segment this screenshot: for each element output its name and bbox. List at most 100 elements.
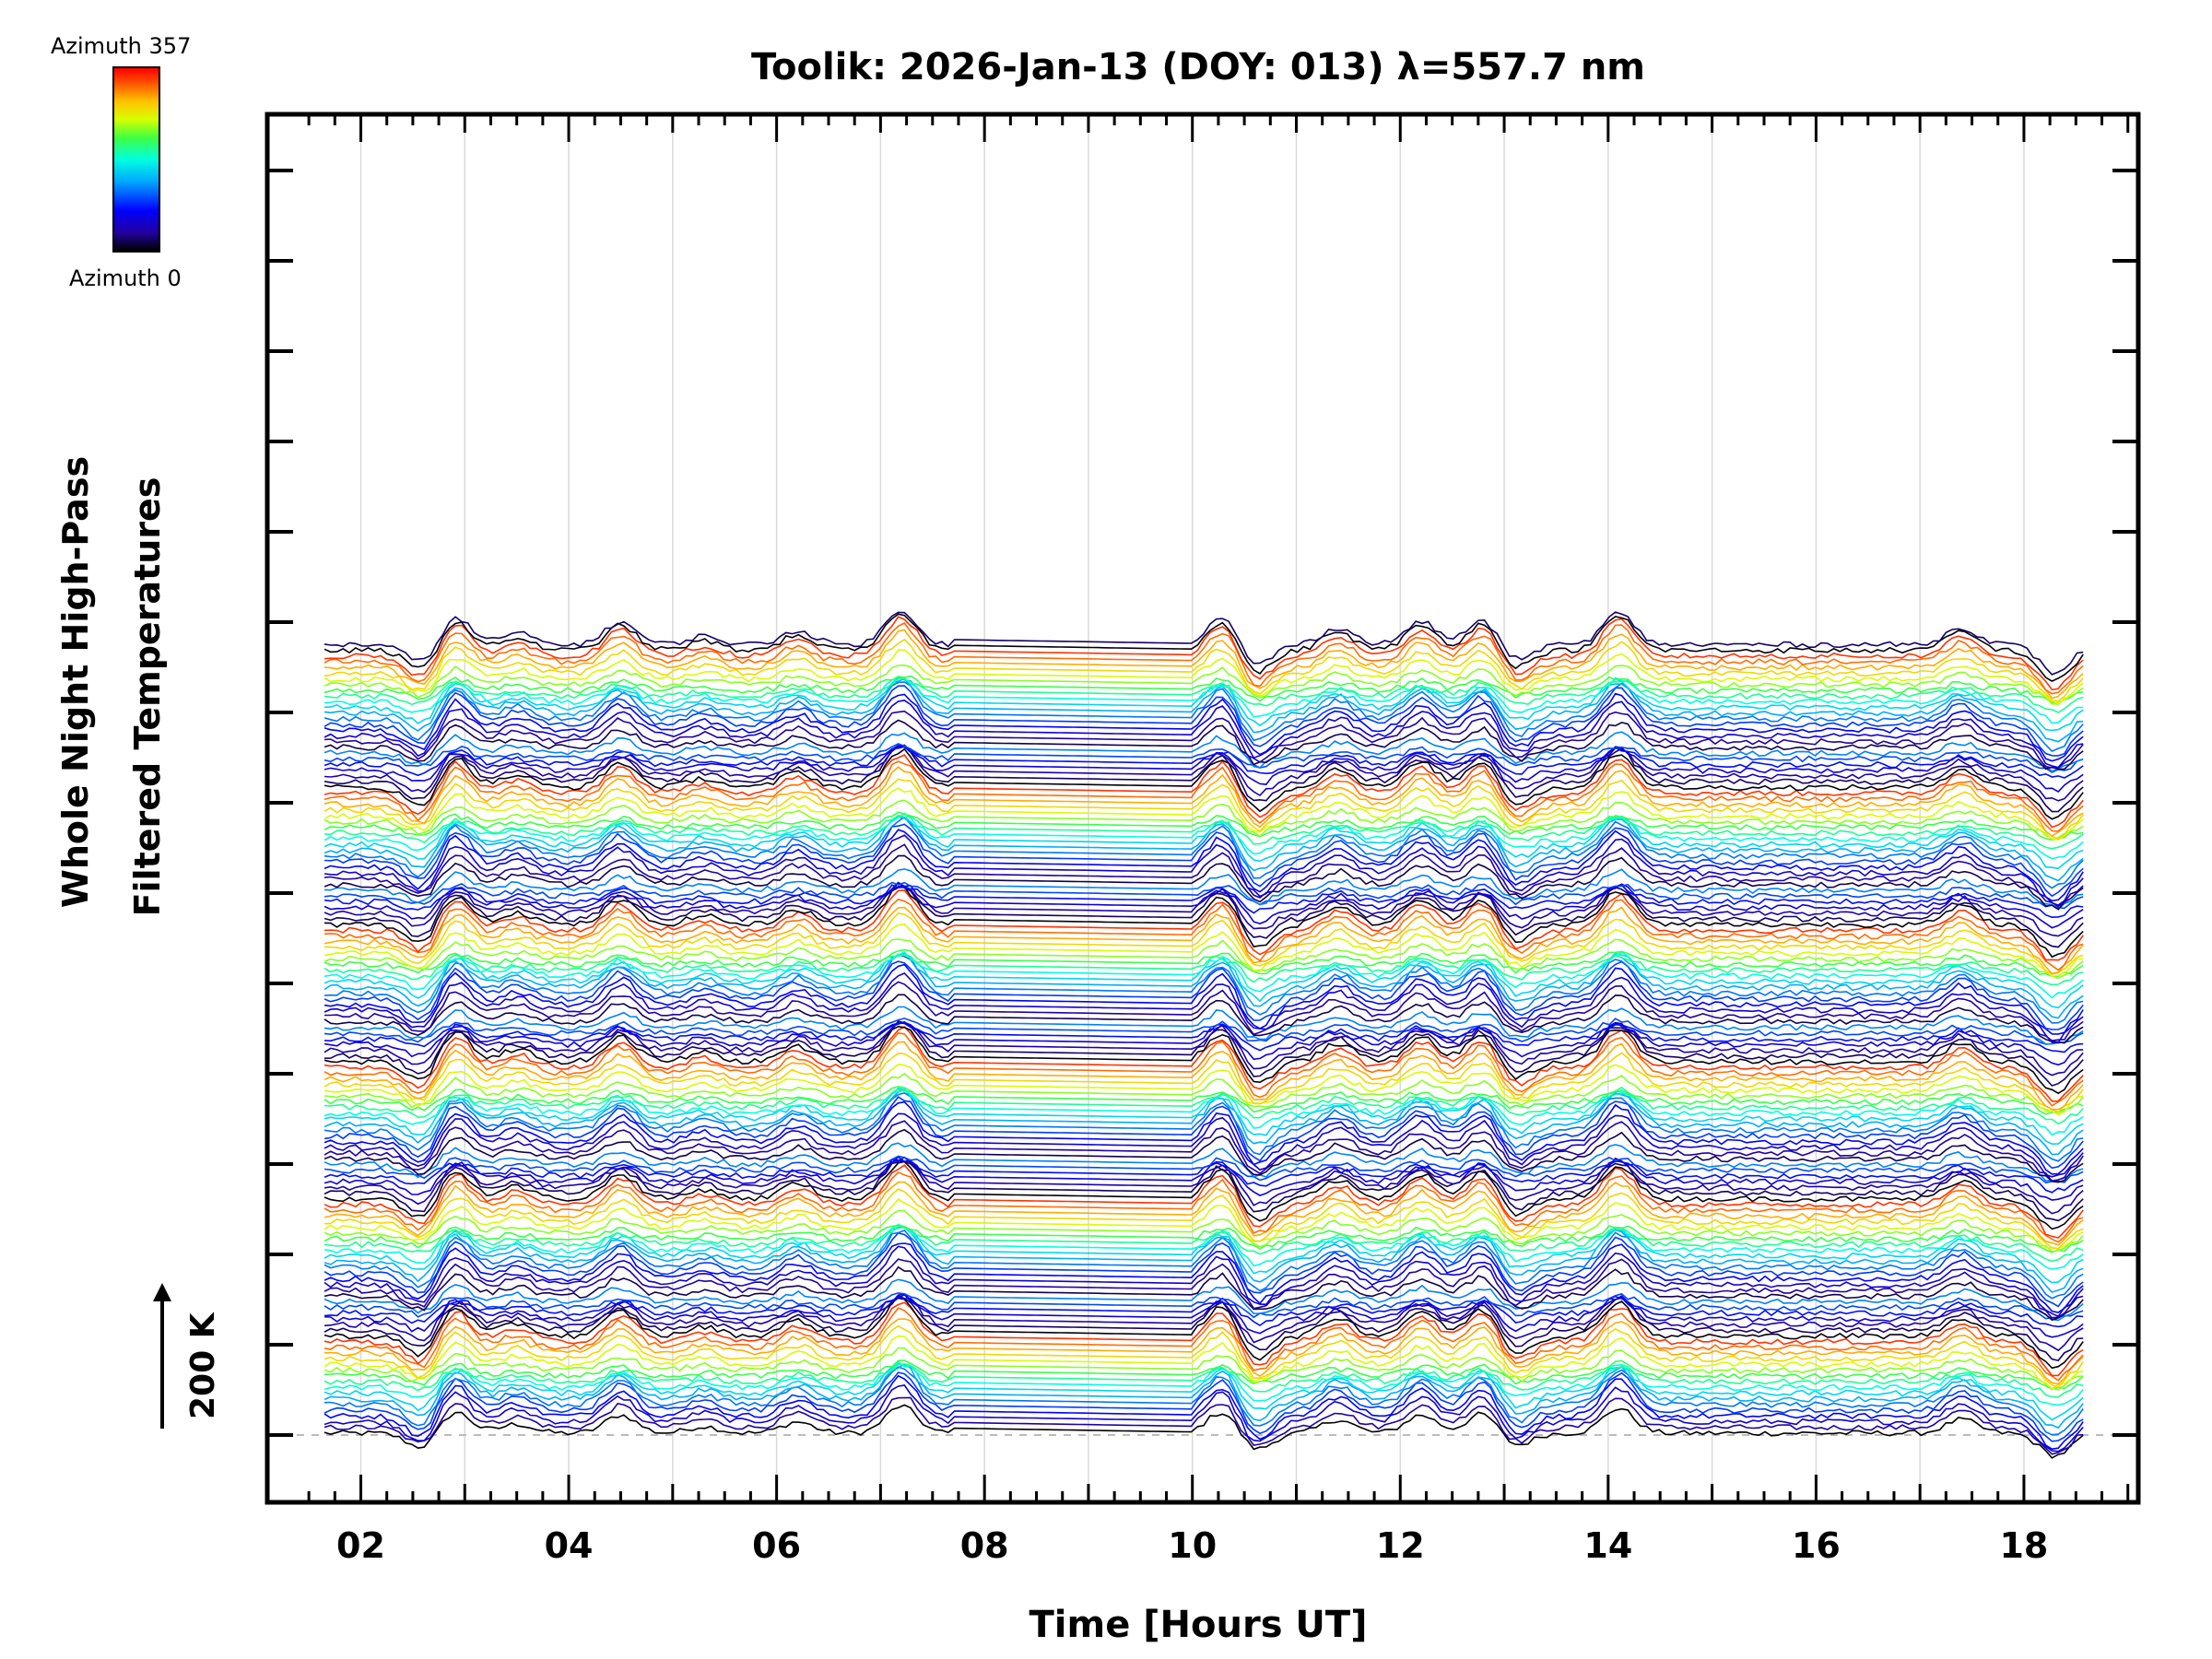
trace-line xyxy=(324,1335,2084,1390)
trace-line xyxy=(324,1226,2084,1293)
trace-line xyxy=(324,1072,2084,1115)
trace-line xyxy=(324,1359,2084,1391)
trace-line xyxy=(324,787,2084,841)
trace-line xyxy=(324,1088,2084,1156)
trace-line xyxy=(324,754,2084,829)
trace-line xyxy=(324,1362,2084,1398)
trace-line xyxy=(324,677,2084,743)
trace-line xyxy=(324,1018,2084,1045)
trace-line xyxy=(324,1258,2084,1319)
trace-line xyxy=(324,649,2084,705)
trace-line xyxy=(324,1366,2084,1436)
azimuth-colorbar xyxy=(112,66,160,253)
trace-line xyxy=(324,889,2084,961)
trace-line xyxy=(324,675,2084,704)
x-tick-label: 12 xyxy=(1376,1525,1425,1566)
trace-line xyxy=(324,1085,2084,1115)
trace-line xyxy=(324,1160,2084,1230)
x-tick-label: 08 xyxy=(960,1525,1009,1566)
trace-line xyxy=(324,710,2084,769)
trace-line xyxy=(324,745,2084,794)
trace-line xyxy=(324,681,2084,753)
trace-line xyxy=(324,1063,2084,1116)
trace-line xyxy=(324,953,2084,986)
trace-line xyxy=(324,1301,2084,1377)
trace-line xyxy=(324,1041,2084,1111)
x-tick-label: 06 xyxy=(752,1525,801,1566)
trace-line xyxy=(324,621,2084,695)
x-tick-labels: 02 04 06 08 10 12 14 16 18 xyxy=(336,1525,2048,1566)
trace-line xyxy=(324,613,2084,683)
trace-line xyxy=(324,823,2084,898)
trace-line xyxy=(324,994,2084,1044)
trace-line xyxy=(324,1021,2084,1077)
trace-line xyxy=(324,1374,2084,1451)
trace-line xyxy=(324,1362,2084,1421)
trace-line xyxy=(324,1164,2084,1239)
trace-line xyxy=(324,972,2084,1044)
trace-line xyxy=(324,743,2084,773)
trace-line xyxy=(324,1100,2084,1175)
trace-line xyxy=(324,1092,2084,1162)
trace-line xyxy=(324,1318,2084,1385)
trace-series-group xyxy=(324,611,2084,1459)
trace-line xyxy=(324,1384,2084,1453)
x-tick-label: 14 xyxy=(1583,1525,1632,1566)
trace-line xyxy=(324,881,2084,910)
trace-line xyxy=(324,1198,2084,1250)
trace-line xyxy=(324,1294,2084,1361)
trace-line xyxy=(324,963,2084,1035)
trace-line xyxy=(324,854,2084,911)
x-tick-label: 16 xyxy=(1792,1525,1841,1566)
x-tick-label: 18 xyxy=(1999,1525,2048,1566)
trace-line xyxy=(324,1155,2084,1184)
trace-line xyxy=(324,1265,2084,1322)
scale-arrow xyxy=(153,1283,171,1429)
trace-line xyxy=(324,1242,2084,1313)
trace-line xyxy=(324,881,2084,929)
trace-line xyxy=(324,883,2084,937)
x-tick-label: 10 xyxy=(1168,1525,1217,1566)
trace-line xyxy=(324,1307,2084,1382)
trace-line xyxy=(324,812,2084,860)
trace-line xyxy=(324,1128,2084,1183)
trace-line xyxy=(324,1156,2084,1215)
chart-title: Toolik: 2026-Jan-13 (DOY: 013) λ=557.7 n… xyxy=(751,46,1645,88)
trace-line xyxy=(324,1087,2084,1146)
colorbar-bottom-label: Azimuth 0 xyxy=(69,265,182,291)
trace-line xyxy=(324,677,2084,732)
trace-line xyxy=(324,952,2084,1019)
colorbar-top-label: Azimuth 357 xyxy=(51,33,192,59)
trace-line xyxy=(324,1088,2084,1136)
trace-line xyxy=(324,1171,2084,1243)
y-axis-label-line-2: Filtered Temperatures xyxy=(127,477,168,917)
trace-line xyxy=(324,664,2084,705)
trace-line xyxy=(324,814,2084,870)
trace-line xyxy=(324,1293,2084,1338)
trace-line xyxy=(324,1112,2084,1178)
trace-line xyxy=(324,1232,2084,1308)
trace-line xyxy=(324,834,2084,906)
trace-line xyxy=(324,1025,2084,1095)
scale-bar-label: 200 K xyxy=(184,1312,222,1419)
trace-line xyxy=(324,1226,2084,1284)
trace-line xyxy=(324,746,2084,813)
trace-line xyxy=(324,1159,2084,1201)
trace-line xyxy=(324,746,2084,779)
trace-line xyxy=(324,747,2084,820)
trace-line xyxy=(324,1363,2084,1430)
trace-line xyxy=(324,938,2084,980)
trace-line xyxy=(324,744,2084,802)
trace-line xyxy=(324,700,2084,769)
y-axis-label-line-1: Whole Night High-Pass xyxy=(55,455,96,909)
trace-line xyxy=(324,816,2084,889)
trace-line xyxy=(324,1347,2084,1391)
x-axis-label: Time [Hours UT] xyxy=(1029,1604,1368,1646)
trace-line xyxy=(324,843,2084,908)
trace-line xyxy=(324,1360,2084,1406)
trace-line xyxy=(324,638,2084,702)
trace-line xyxy=(324,898,2084,971)
trace-line xyxy=(324,1209,2084,1253)
trace-line xyxy=(324,629,2084,700)
